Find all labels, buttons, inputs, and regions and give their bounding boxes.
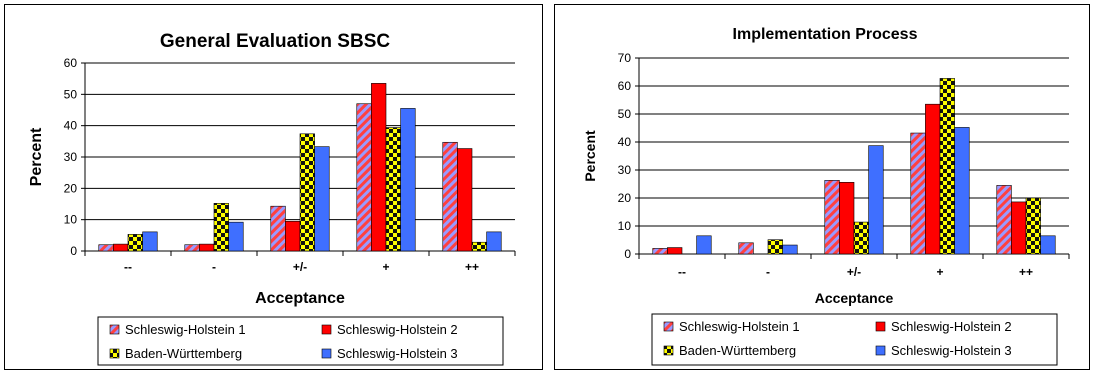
bar xyxy=(356,103,372,252)
x-tick-label: - xyxy=(212,260,216,274)
legend-swatch xyxy=(663,345,674,356)
bar xyxy=(299,133,315,252)
y-tick-label: 30 xyxy=(64,150,78,164)
bar xyxy=(1040,235,1056,255)
bar xyxy=(142,231,158,252)
x-axis-label: Acceptance xyxy=(255,290,345,307)
y-tick-label: 40 xyxy=(618,135,632,149)
legend-label: Schleswig-Holstein 3 xyxy=(891,343,1012,358)
y-tick-label: 30 xyxy=(618,163,632,177)
bar xyxy=(113,243,129,252)
y-tick-label: 0 xyxy=(624,247,631,261)
bar xyxy=(868,145,884,255)
bar xyxy=(285,220,301,252)
y-tick-label: 60 xyxy=(64,56,78,70)
chart-general-evaluation: General Evaluation SBSC 0 10 20 30 40 50 60 -- - +… xyxy=(4,4,543,370)
bar xyxy=(910,132,926,255)
x-tick-label: +/- xyxy=(293,260,307,274)
bar xyxy=(270,205,286,252)
legend-swatch xyxy=(875,321,886,332)
y-tick-label: 50 xyxy=(64,87,78,101)
y-tick-label: 10 xyxy=(64,213,78,227)
legend-label: Schleswig-Holstein 3 xyxy=(337,346,458,361)
x-tick-label: + xyxy=(382,260,389,274)
legend-box xyxy=(97,316,504,366)
bar xyxy=(457,148,473,252)
x-tick-label: + xyxy=(936,265,943,279)
bar xyxy=(471,241,487,252)
y-axis-label: Percent xyxy=(28,127,45,186)
x-tick-label: +/- xyxy=(847,265,861,279)
bar xyxy=(767,239,783,255)
bar xyxy=(782,244,798,255)
legend-label: Schleswig-Holstein 2 xyxy=(891,319,1012,334)
bar xyxy=(486,231,502,252)
bar xyxy=(1025,197,1041,255)
legend-label: Schleswig-Holstein 1 xyxy=(125,322,246,337)
legend-label: Baden-Württemberg xyxy=(125,346,242,361)
bar xyxy=(667,247,683,255)
legend-label: Schleswig-Holstein 1 xyxy=(679,319,800,334)
y-tick-label: 10 xyxy=(618,219,632,233)
chart-title: General Evaluation SBSC xyxy=(160,31,390,52)
x-axis-label: Acceptance xyxy=(815,290,894,306)
bar xyxy=(213,203,229,252)
bar xyxy=(199,243,215,252)
bar xyxy=(925,103,941,255)
y-tick-label: 50 xyxy=(618,107,632,121)
legend-swatch xyxy=(663,321,674,332)
bar xyxy=(939,78,955,255)
legend-label: Baden-Württemberg xyxy=(679,343,796,358)
x-tick-label: - xyxy=(766,265,770,279)
bar xyxy=(127,234,143,252)
y-tick-label: 60 xyxy=(618,79,632,93)
bar xyxy=(839,182,855,255)
bar xyxy=(314,146,330,252)
legend-swatch xyxy=(321,324,332,335)
bar xyxy=(371,83,387,252)
bar xyxy=(442,141,458,252)
bar xyxy=(385,127,401,252)
bar xyxy=(1011,201,1027,255)
y-tick-label: 20 xyxy=(64,181,78,195)
bar xyxy=(228,221,244,252)
chart-implementation-process: Implementation Process 0 10 20 30 40 50 60 70 -- -… xyxy=(554,4,1090,370)
x-tick-label: ++ xyxy=(1019,265,1033,279)
chart-title: Implementation Process xyxy=(733,26,918,43)
legend-label: Schleswig-Holstein 2 xyxy=(337,322,458,337)
legend-swatch xyxy=(109,324,120,335)
legend-swatch xyxy=(109,348,120,359)
bar xyxy=(853,221,869,255)
bar xyxy=(824,180,840,255)
y-axis-label: Percent xyxy=(582,130,598,182)
bar xyxy=(184,244,200,252)
y-tick-label: 20 xyxy=(618,191,632,205)
legend-swatch xyxy=(321,348,332,359)
x-tick-label: -- xyxy=(124,260,132,274)
bar xyxy=(652,248,668,255)
legend-box xyxy=(651,313,1058,366)
y-tick-label: 40 xyxy=(64,119,78,133)
x-tick-label: -- xyxy=(678,265,686,279)
bar xyxy=(98,244,114,252)
bar xyxy=(996,185,1012,255)
bar xyxy=(400,108,416,252)
y-tick-label: 70 xyxy=(618,51,632,65)
bar xyxy=(954,127,970,255)
x-tick-label: ++ xyxy=(465,260,479,274)
bar xyxy=(738,242,754,255)
legend-swatch xyxy=(875,345,886,356)
bar xyxy=(696,235,712,255)
y-tick-label: 0 xyxy=(70,244,77,258)
